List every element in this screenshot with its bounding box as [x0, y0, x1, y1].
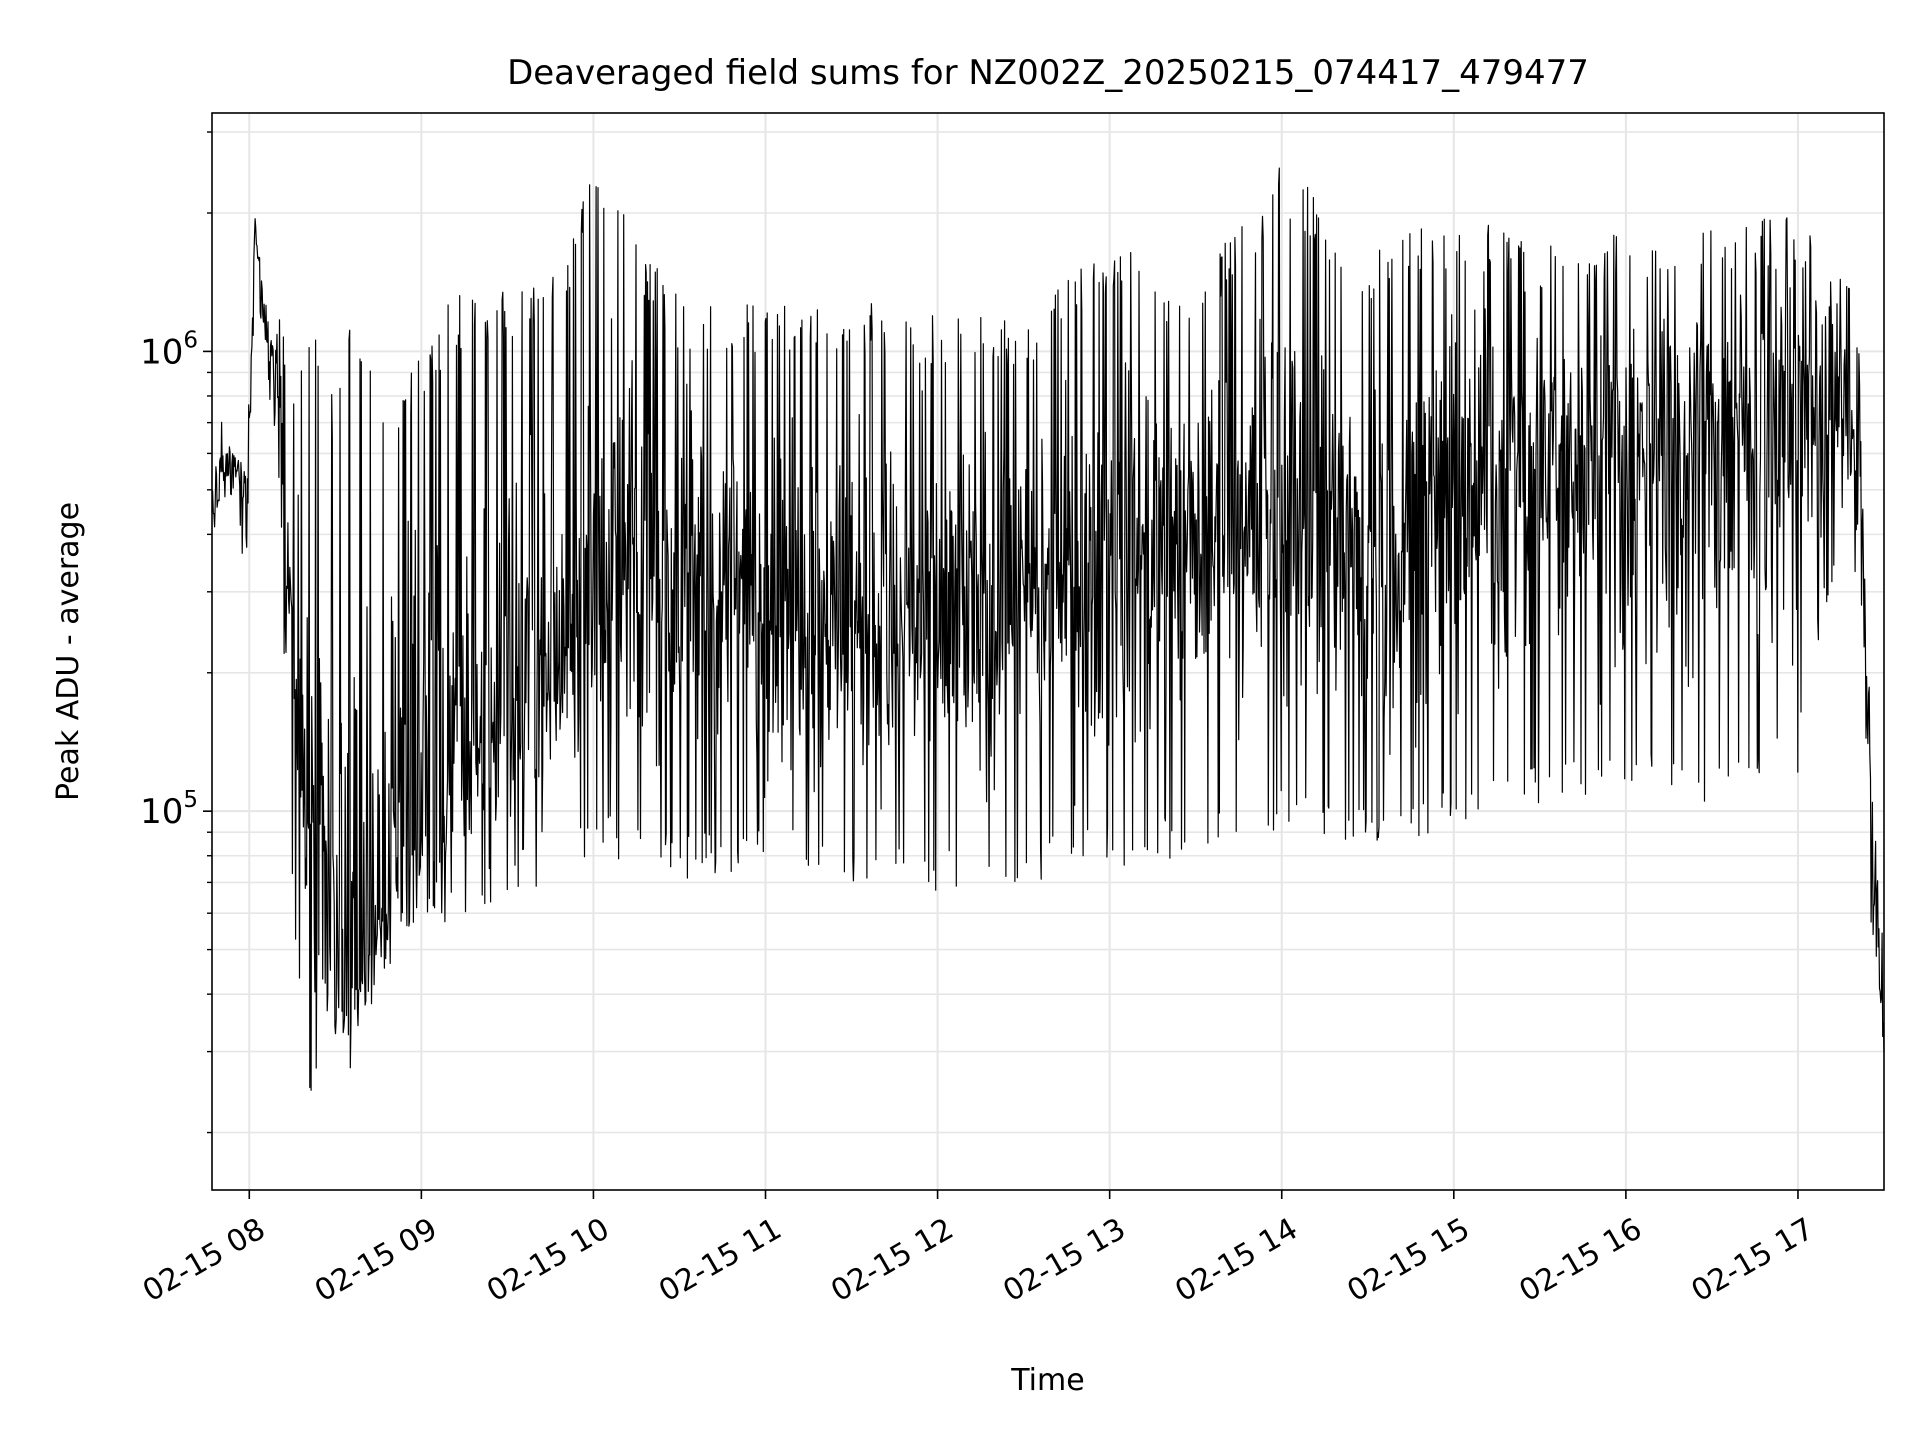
chart-title: Deaveraged field sums for NZ002Z_2025021… [507, 53, 1589, 93]
x-axis-label: Time [1010, 1363, 1084, 1398]
plot-frame [211, 112, 1885, 1191]
y-axis-label: Peak ADU - average [51, 502, 86, 801]
data-line-series-0 [211, 167, 1885, 1091]
data-series [211, 167, 1885, 1091]
